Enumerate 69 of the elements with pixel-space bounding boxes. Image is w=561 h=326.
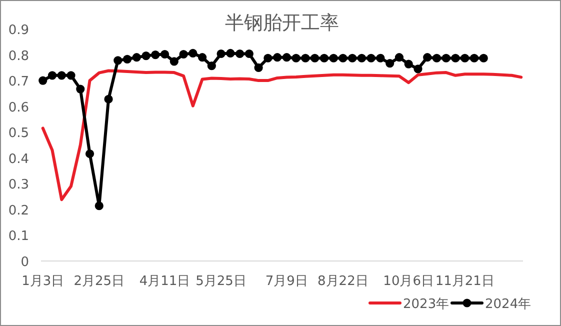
point xyxy=(170,57,178,66)
point xyxy=(386,58,394,68)
point xyxy=(179,50,188,59)
point xyxy=(254,63,263,72)
point xyxy=(451,54,460,62)
xtick: 10月6日 xyxy=(383,274,434,289)
xtick: 7月9日 xyxy=(265,274,308,289)
point xyxy=(104,94,113,104)
point xyxy=(414,64,422,74)
point xyxy=(320,54,328,62)
point xyxy=(273,53,282,62)
point xyxy=(94,202,104,210)
legend-label: 2023年 xyxy=(403,297,450,312)
point xyxy=(244,49,254,58)
point xyxy=(188,48,198,58)
point xyxy=(404,60,413,68)
point xyxy=(460,54,470,62)
point xyxy=(236,49,244,58)
ytick: 0.7 xyxy=(8,74,29,90)
ytick: 0.4 xyxy=(8,152,29,167)
point xyxy=(310,54,320,62)
point xyxy=(301,54,310,62)
point xyxy=(329,54,338,62)
point xyxy=(348,54,357,62)
xtick: 1月3日 xyxy=(22,274,64,289)
point xyxy=(432,54,442,62)
point xyxy=(479,54,488,62)
point xyxy=(85,149,94,158)
xtick: 4月11日 xyxy=(139,274,190,289)
point xyxy=(198,53,207,62)
xtick: 11月21日 xyxy=(435,274,494,289)
point xyxy=(366,54,376,62)
point xyxy=(216,49,226,58)
ytick: 0.5 xyxy=(8,126,29,142)
ytick: 0.6 xyxy=(8,100,29,116)
xtick: 8月22日 xyxy=(318,274,368,289)
ytick: 0.9 xyxy=(8,23,29,38)
title: 半钢胎开工率 xyxy=(225,12,339,34)
point xyxy=(122,54,132,64)
point xyxy=(142,52,150,60)
point xyxy=(282,53,291,62)
xtick: 2月25日 xyxy=(74,274,125,289)
point xyxy=(38,76,48,85)
point xyxy=(151,50,160,60)
ytick: 0.1 xyxy=(8,229,29,244)
ytick: 0.8 xyxy=(8,48,29,64)
legend-label: 2024年 xyxy=(485,297,532,312)
point xyxy=(394,53,404,62)
point xyxy=(376,54,385,62)
point xyxy=(357,54,366,62)
point xyxy=(207,62,216,70)
xtick: 5月25日 xyxy=(196,274,246,289)
point xyxy=(114,56,122,65)
ytick: 0.2 xyxy=(8,203,29,218)
point xyxy=(48,71,57,80)
point xyxy=(442,54,450,62)
ytick: 0 xyxy=(20,255,29,270)
point xyxy=(66,71,76,80)
point xyxy=(292,54,300,62)
point xyxy=(226,48,235,58)
point xyxy=(160,50,170,59)
point xyxy=(132,53,141,62)
point xyxy=(423,53,432,62)
ytick: 0.3 xyxy=(8,178,29,193)
point xyxy=(264,54,272,62)
point xyxy=(76,84,85,94)
point xyxy=(470,54,479,62)
point xyxy=(338,54,348,62)
point xyxy=(57,71,66,80)
